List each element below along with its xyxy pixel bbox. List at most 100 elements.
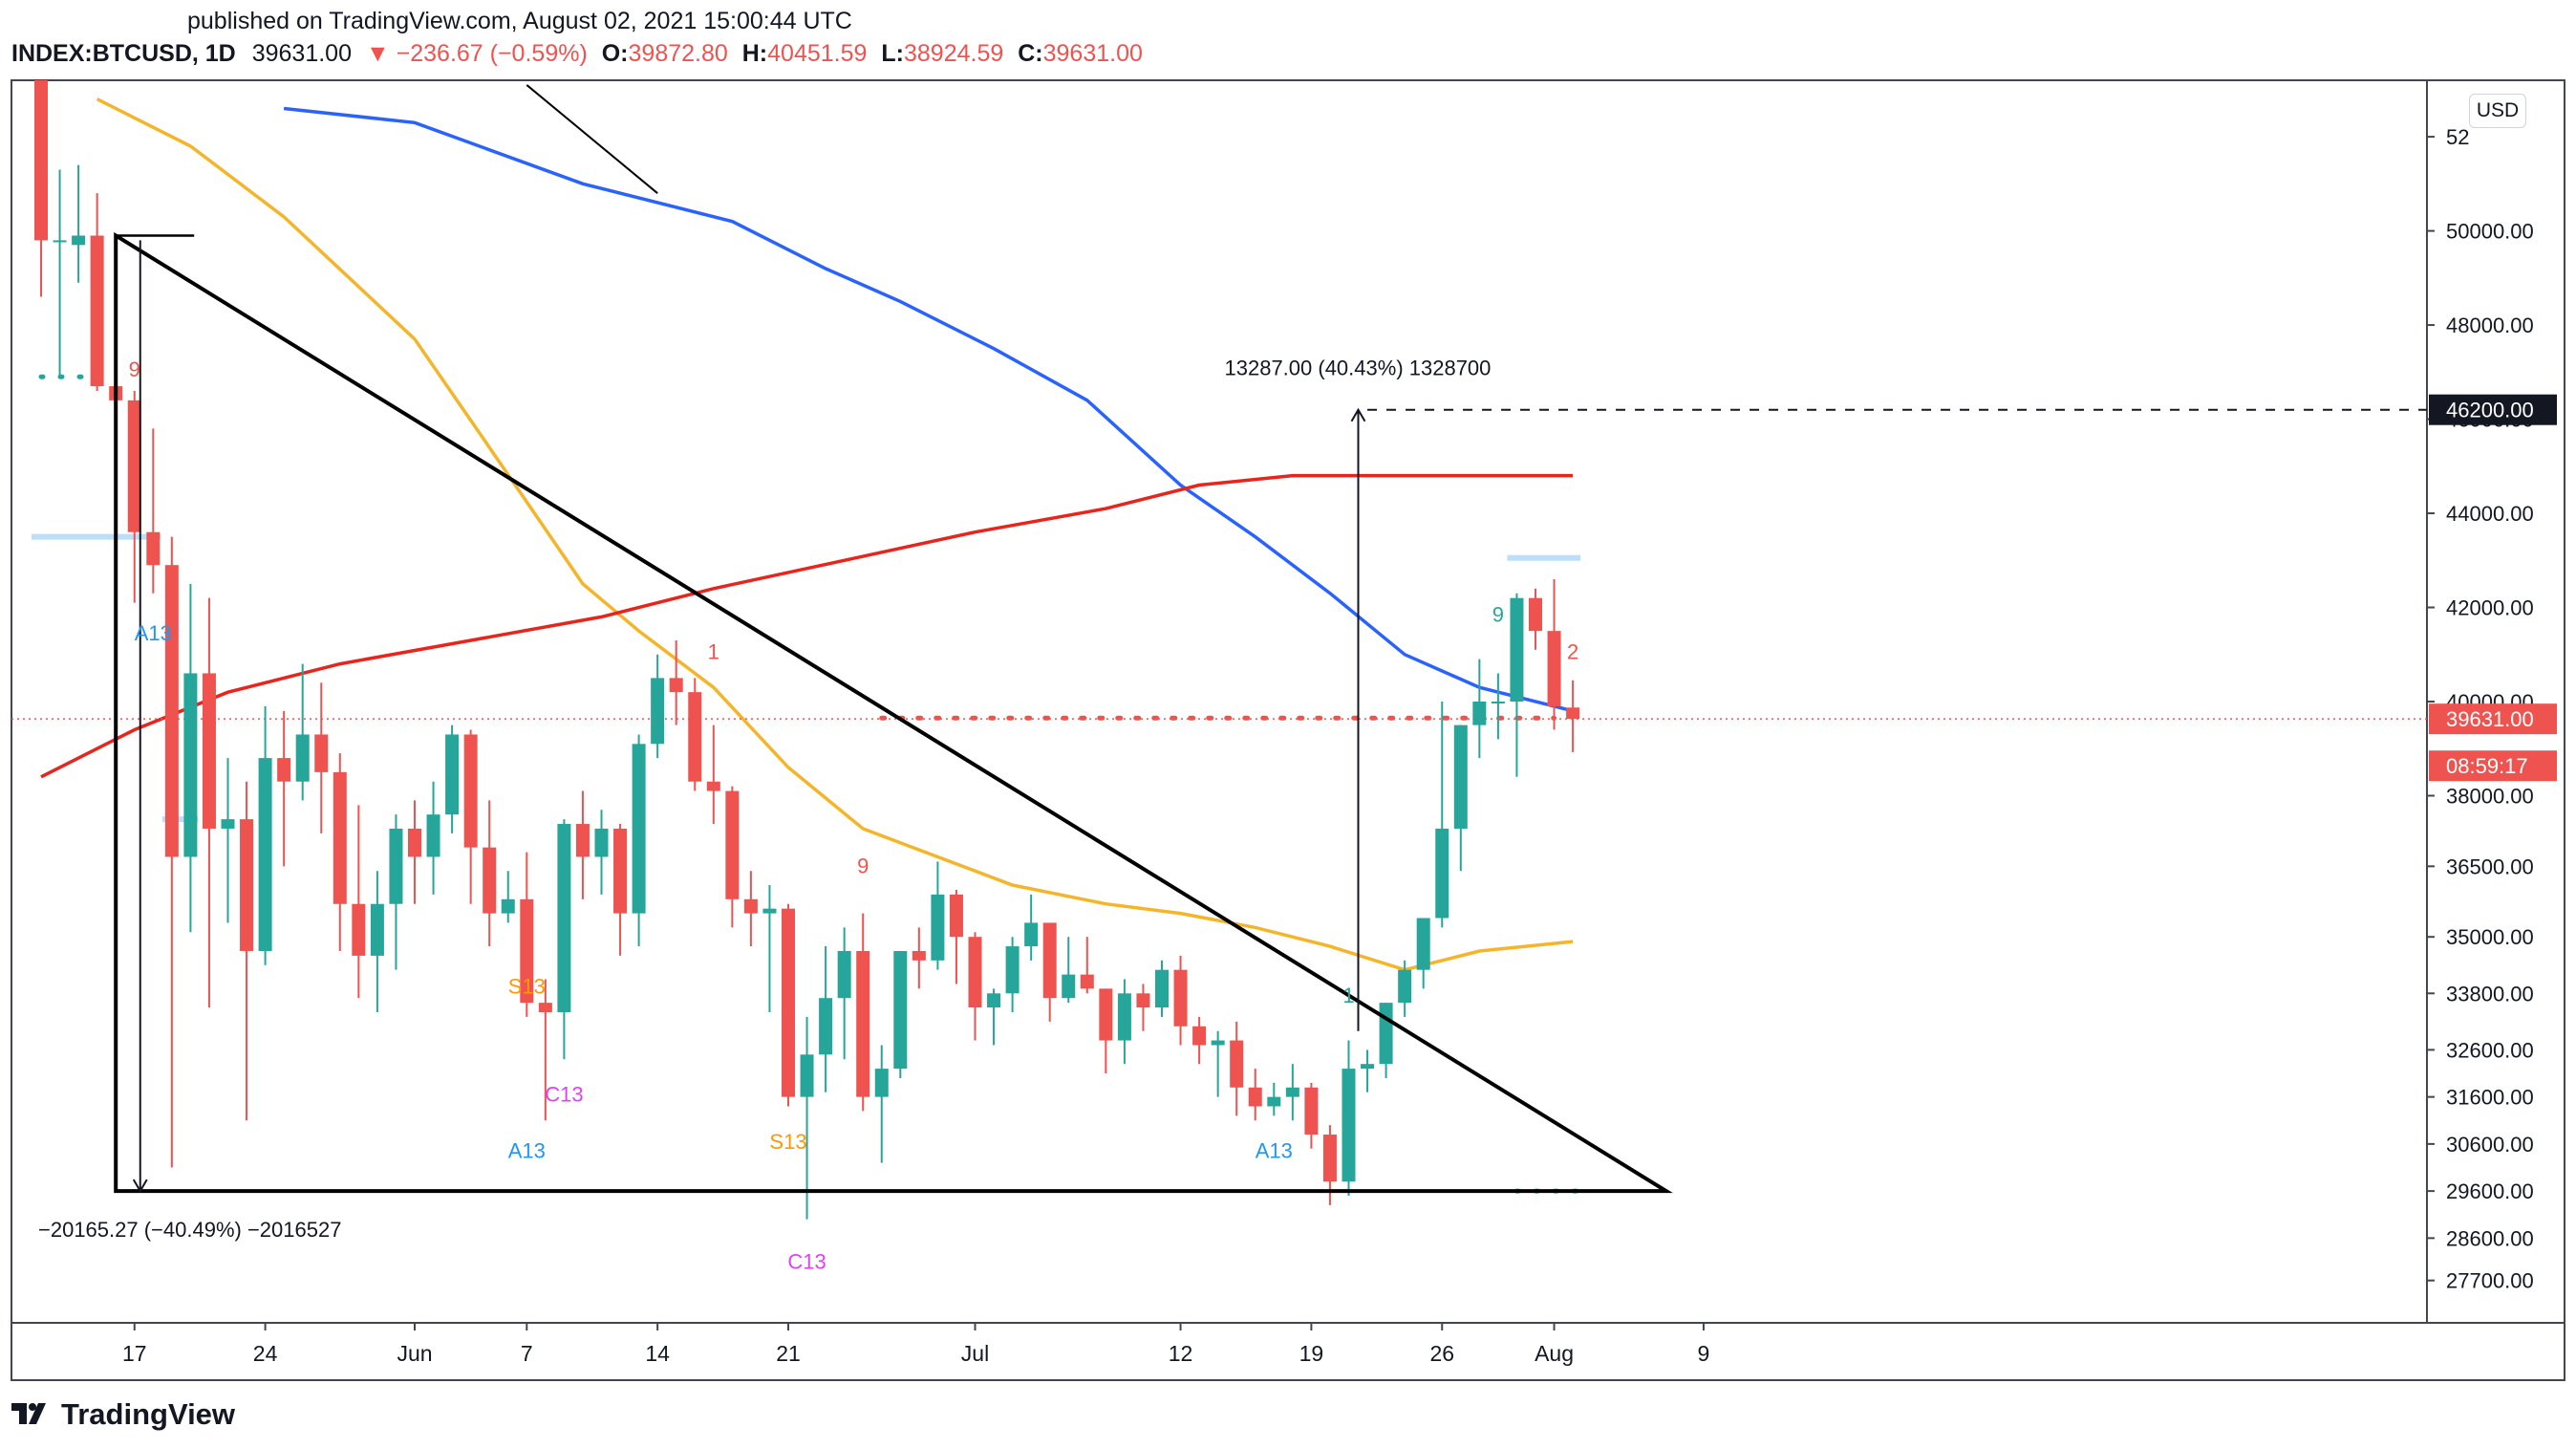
candle-body bbox=[575, 824, 590, 857]
candle-body bbox=[1248, 1087, 1262, 1107]
candle bbox=[295, 663, 310, 801]
x-tick-label: 19 bbox=[1299, 1341, 1324, 1366]
candle bbox=[1267, 1082, 1281, 1116]
setup-annotation: 1 bbox=[1342, 984, 1354, 1007]
change-value: ▼ −236.67 (−0.59%) bbox=[365, 40, 588, 67]
y-tick-label: 29600.00 bbox=[2446, 1179, 2534, 1203]
close-label: C: bbox=[1018, 40, 1043, 67]
setup-annotation: 2 bbox=[1567, 640, 1578, 664]
candle-body bbox=[352, 903, 366, 956]
candle bbox=[1099, 988, 1113, 1074]
candle-body bbox=[127, 400, 141, 532]
high-value: 40451.59 bbox=[767, 40, 868, 67]
candle bbox=[463, 729, 478, 904]
chart-overlay: 5250000.0048000.0046000.0044000.0042000.… bbox=[122, 125, 2557, 1366]
candle-body bbox=[1398, 969, 1412, 1004]
candle-body bbox=[408, 828, 421, 857]
candle-body bbox=[1361, 1064, 1375, 1070]
candle-body bbox=[1136, 993, 1150, 1008]
setup-annotation: A13 bbox=[135, 621, 172, 645]
candle-body bbox=[1322, 1135, 1337, 1182]
candle bbox=[314, 682, 329, 833]
candle-body bbox=[333, 771, 347, 904]
candle-body bbox=[146, 531, 161, 566]
candle-body bbox=[258, 758, 272, 951]
candle-body bbox=[743, 898, 758, 914]
candle bbox=[1024, 894, 1039, 961]
candle-body bbox=[893, 950, 908, 1070]
candle-body bbox=[483, 847, 497, 914]
setup-annotation: 9 bbox=[129, 357, 140, 381]
candle bbox=[987, 988, 1001, 1046]
candle-body bbox=[594, 828, 609, 857]
candle bbox=[1136, 984, 1150, 1031]
setup-annotation: S13 bbox=[769, 1130, 806, 1154]
x-tick-label: Jun bbox=[397, 1341, 432, 1366]
tradingview-logo[interactable]: TradingView bbox=[11, 1397, 235, 1434]
candle bbox=[258, 705, 272, 965]
x-tick-label: 9 bbox=[1698, 1341, 1710, 1366]
candle bbox=[762, 885, 777, 1012]
candle bbox=[1042, 922, 1057, 1022]
currency-badge[interactable]: USD bbox=[2469, 94, 2526, 128]
y-tick-label: 48000.00 bbox=[2446, 314, 2534, 337]
setup-annotation: 9 bbox=[1492, 602, 1504, 626]
open-label: O: bbox=[601, 40, 629, 67]
candle-body bbox=[314, 734, 329, 772]
candle bbox=[1453, 724, 1468, 872]
candle bbox=[1285, 1064, 1299, 1121]
plot-series: 13287.00 (40.43%) 1328700 −20165.27 (−40.… bbox=[11, 80, 2427, 1273]
y-tick-label: 36500.00 bbox=[2446, 854, 2534, 878]
candle-body bbox=[1453, 724, 1468, 829]
candle bbox=[688, 678, 702, 791]
candle bbox=[949, 889, 963, 984]
candle-body bbox=[1173, 969, 1188, 1027]
candle-body bbox=[1062, 974, 1076, 999]
candle bbox=[743, 871, 758, 947]
candle bbox=[483, 800, 497, 947]
candle-body bbox=[874, 1069, 889, 1097]
low-label: L: bbox=[881, 40, 904, 67]
price-label: 46200.00 bbox=[2446, 399, 2534, 422]
candle bbox=[370, 871, 384, 1012]
candle bbox=[1304, 1082, 1319, 1149]
ma100-line bbox=[283, 106, 1574, 713]
ma50-line bbox=[96, 97, 1574, 972]
measure-up-arrowhead bbox=[1350, 407, 1366, 422]
last-price: 39631.00 bbox=[251, 40, 352, 67]
setup-annotation: A13 bbox=[1256, 1139, 1293, 1163]
candle-body bbox=[370, 903, 384, 956]
low-value: 38924.59 bbox=[903, 40, 1004, 67]
candle bbox=[90, 193, 104, 391]
candle-body bbox=[183, 673, 198, 857]
symbol-label[interactable]: INDEX:BTCUSD, 1D bbox=[11, 40, 236, 67]
price-label-bg bbox=[2429, 750, 2557, 782]
candle-body bbox=[277, 758, 291, 782]
candle bbox=[277, 710, 291, 867]
setup-annotation: 9 bbox=[857, 854, 869, 878]
candle bbox=[72, 164, 86, 283]
x-tick-label: Aug bbox=[1535, 1341, 1574, 1366]
x-tick-label: Jul bbox=[961, 1341, 989, 1366]
candle-body bbox=[53, 240, 67, 243]
candle-body bbox=[240, 819, 254, 951]
candle bbox=[1005, 937, 1020, 1012]
candle-body bbox=[669, 678, 683, 693]
candle bbox=[183, 583, 198, 933]
candle bbox=[1342, 1040, 1356, 1197]
candle bbox=[520, 852, 534, 1017]
x-tick-label: 26 bbox=[1429, 1341, 1454, 1366]
chart-frame bbox=[11, 79, 2565, 1381]
candle bbox=[53, 169, 67, 378]
candle bbox=[557, 819, 571, 1060]
candle-body bbox=[706, 781, 720, 791]
candle-body bbox=[782, 908, 795, 1097]
candle bbox=[127, 391, 141, 603]
y-tick-label: 28600.00 bbox=[2446, 1226, 2534, 1250]
candle-body bbox=[800, 1054, 814, 1097]
candle-body bbox=[688, 692, 702, 782]
old-trendline bbox=[526, 84, 658, 194]
y-tick-label: 35000.00 bbox=[2446, 925, 2534, 949]
candle-body bbox=[725, 790, 740, 899]
